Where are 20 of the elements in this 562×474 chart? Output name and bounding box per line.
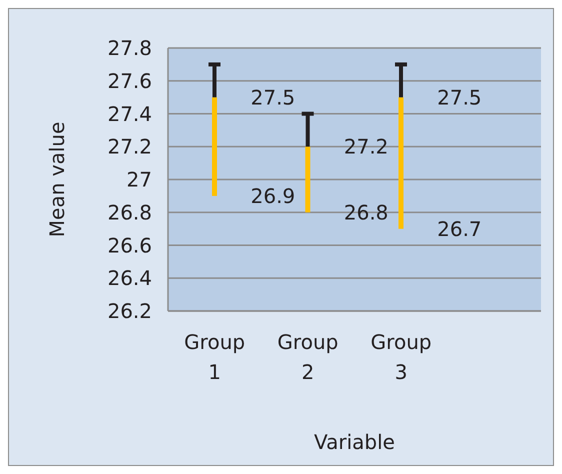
x-tick-label: Group 2 [277, 330, 338, 384]
y-tick-label: 27.2 [107, 134, 152, 159]
y-tick-label: 26.6 [107, 233, 152, 258]
annotation: 26.8 [344, 200, 388, 224]
y-tick-label: 27.8 [107, 36, 152, 60]
y-tick-label: 26.2 [107, 299, 152, 324]
x-tick-label: Group 3 [370, 330, 432, 384]
y-tick-label: 26.8 [107, 200, 152, 224]
annotation: 26.9 [250, 184, 296, 208]
y-tick-label: 27.6 [107, 68, 152, 93]
y-axis-title: Mean value [45, 122, 70, 238]
annotation: 27.5 [437, 85, 482, 110]
x-axis-title: Variable [314, 430, 395, 454]
annotation: 27.5 [250, 85, 296, 110]
y-tick-label: 27 [126, 168, 152, 192]
x-tick-label: Group 1 [184, 330, 246, 384]
annotation: 27.2 [344, 134, 388, 159]
annotation: 26.7 [437, 216, 482, 241]
y-tick-label: 26.4 [107, 266, 152, 290]
y-tick-label: 27.4 [107, 102, 152, 126]
